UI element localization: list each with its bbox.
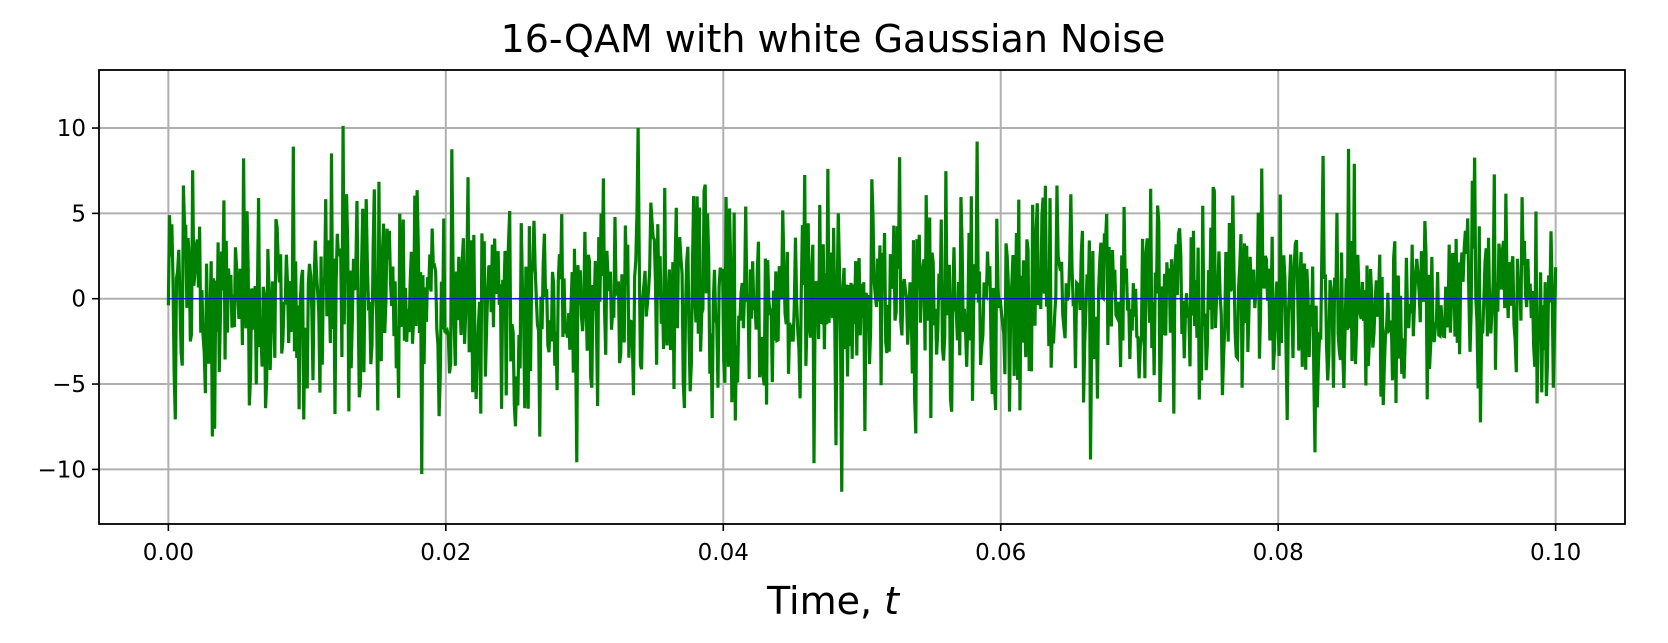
y-tick-label: 10 [57,116,86,142]
chart-title: 16-QAM with white Gaussian Noise [501,17,1166,61]
x-tick-label: 0.04 [698,540,749,566]
x-tick-label: 0.02 [420,540,471,566]
x-tick-label: 0.10 [1530,540,1581,566]
y-tick-label: −5 [52,372,86,398]
signal-series-line [166,125,1558,492]
x-tick-label: 0.08 [1253,540,1304,566]
series [166,125,1558,492]
x-tick-label: 0.00 [143,540,194,566]
ticks: 0.00 0.02 0.04 0.06 0.08 0.10 10 5 0 −5 −10 [37,116,1581,566]
x-axis-label-variable: t [884,579,901,623]
y-tick-label: 5 [71,201,86,227]
plot-frame [98,69,1626,525]
x-axis-label-text: Time, [766,579,884,623]
x-axis-label: Time, t [766,579,901,623]
y-tick-label: 0 [71,287,86,313]
x-tick-label: 0.06 [975,540,1026,566]
y-tick-label: −10 [37,457,86,483]
